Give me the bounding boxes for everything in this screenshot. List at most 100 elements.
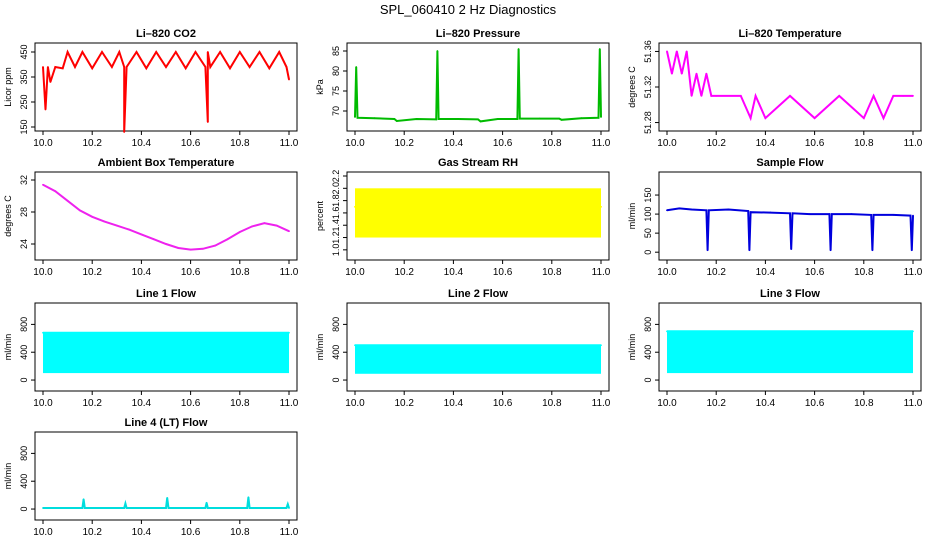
- y-tick-label: 150: [643, 188, 653, 203]
- data-point: [789, 212, 791, 215]
- data-point: [285, 66, 288, 68]
- data-point: [238, 231, 241, 233]
- chart-panel: Line 1 Flow ml/min 10.0 10.2 10.4 10.6 10.8 11.…: [3, 288, 299, 409]
- x-tick-label: 10.2: [706, 267, 726, 278]
- data-point: [44, 108, 47, 111]
- x-tick-label: 10.2: [82, 398, 102, 409]
- y-axis-label: Licor ppm: [3, 67, 13, 107]
- y-tick-label: 100: [643, 207, 653, 222]
- plot-frame: [346, 171, 610, 261]
- x-tick-label: 10.0: [657, 398, 677, 409]
- data-point: [489, 212, 492, 214]
- x-tick-label: 11.0: [904, 138, 923, 149]
- data-point: [829, 249, 832, 252]
- data-point: [166, 497, 169, 499]
- x-tick-label: 10.8: [542, 138, 562, 149]
- y-axis-label: ml/min: [627, 334, 637, 361]
- chart-title: Gas Stream RH: [438, 157, 518, 169]
- x-tick-label: 10.4: [132, 267, 152, 278]
- x-tick-label: 10.4: [756, 398, 776, 409]
- data-point: [912, 214, 914, 217]
- chart-panel: Line 4 (LT) Flow ml/min 10.0 10.2 10.4 10.6 10…: [3, 417, 299, 538]
- data-point: [477, 205, 479, 208]
- data-point: [479, 120, 482, 123]
- data-point: [206, 507, 209, 509]
- data-point: [892, 213, 895, 216]
- data-point: [205, 501, 208, 504]
- data-point: [563, 208, 565, 211]
- x-tick-label: 11.0: [280, 527, 299, 538]
- data-point: [680, 72, 683, 75]
- data-point: [42, 507, 44, 509]
- data-point: [910, 249, 913, 252]
- x-tick-label: 10.0: [33, 398, 53, 409]
- y-tick-label: 51.32: [643, 76, 653, 99]
- x-tick-label: 10.8: [230, 527, 250, 538]
- chart-title: Line 1 Flow: [136, 288, 196, 300]
- data-point: [707, 209, 710, 212]
- data-point: [91, 215, 94, 218]
- data-point: [246, 507, 249, 509]
- x-tick-label: 10.6: [181, 138, 201, 149]
- x-tick-label: 10.0: [345, 398, 365, 409]
- data-point: [174, 51, 177, 53]
- data-point: [705, 209, 708, 212]
- x-tick-label: 10.0: [33, 267, 53, 278]
- x-tick-label: 10.2: [82, 267, 102, 278]
- data-point: [286, 503, 289, 506]
- data-point: [912, 330, 914, 333]
- chart-panel: Li–820 Temperature degrees C 10.0 10.2 10.4 1…: [627, 28, 923, 149]
- x-tick-label: 10.6: [805, 398, 825, 409]
- x-tick-label: 11.0: [280, 138, 299, 149]
- series-line: [666, 207, 914, 251]
- y-tick-label: 250: [19, 94, 29, 109]
- data-point: [477, 118, 479, 121]
- y-tick-label: 1.6: [331, 207, 341, 220]
- series-line: [42, 183, 290, 251]
- data-point: [184, 67, 187, 70]
- series-line: [666, 51, 913, 122]
- data-point: [42, 183, 44, 186]
- data-point: [356, 116, 359, 119]
- x-tick-label: 10.0: [657, 138, 677, 149]
- plot-frame: [34, 171, 298, 261]
- y-tick-label: 450: [19, 44, 29, 59]
- x-tick-label: 10.6: [181, 398, 201, 409]
- data-point: [229, 67, 231, 70]
- x-tick-label: 10.0: [657, 267, 677, 278]
- data-point: [791, 212, 794, 215]
- data-point: [666, 50, 668, 53]
- data-point: [202, 247, 204, 250]
- series-band: [355, 188, 601, 238]
- y-tick-label: 1.2: [331, 231, 341, 244]
- chart-title: Ambient Box Temperature: [98, 157, 235, 169]
- data-point: [872, 94, 875, 97]
- data-point: [706, 249, 709, 252]
- series-band: [667, 331, 913, 374]
- x-tick-label: 10.4: [132, 527, 152, 538]
- data-point: [209, 66, 212, 68]
- data-point: [598, 48, 601, 50]
- data-point: [66, 51, 69, 53]
- data-point: [403, 205, 406, 208]
- plot-frame: [658, 171, 922, 261]
- series-line: [42, 49, 290, 133]
- data-point: [685, 50, 688, 53]
- data-point: [42, 331, 44, 334]
- x-tick-label: 10.2: [82, 138, 102, 149]
- data-point: [538, 117, 541, 120]
- data-point: [79, 209, 81, 212]
- data-point: [600, 116, 602, 118]
- y-tick-label: 51.28: [643, 111, 653, 134]
- data-point: [366, 212, 369, 214]
- data-point: [597, 116, 600, 119]
- data-point: [690, 208, 693, 211]
- data-point: [251, 225, 254, 228]
- data-point: [194, 51, 197, 53]
- y-tick-label: 0: [643, 250, 653, 255]
- y-axis-label: percent: [315, 200, 325, 231]
- plot-frame: [658, 302, 922, 392]
- x-tick-label: 11.0: [280, 398, 299, 409]
- data-point: [355, 66, 358, 68]
- y-tick-label: 150: [19, 119, 29, 134]
